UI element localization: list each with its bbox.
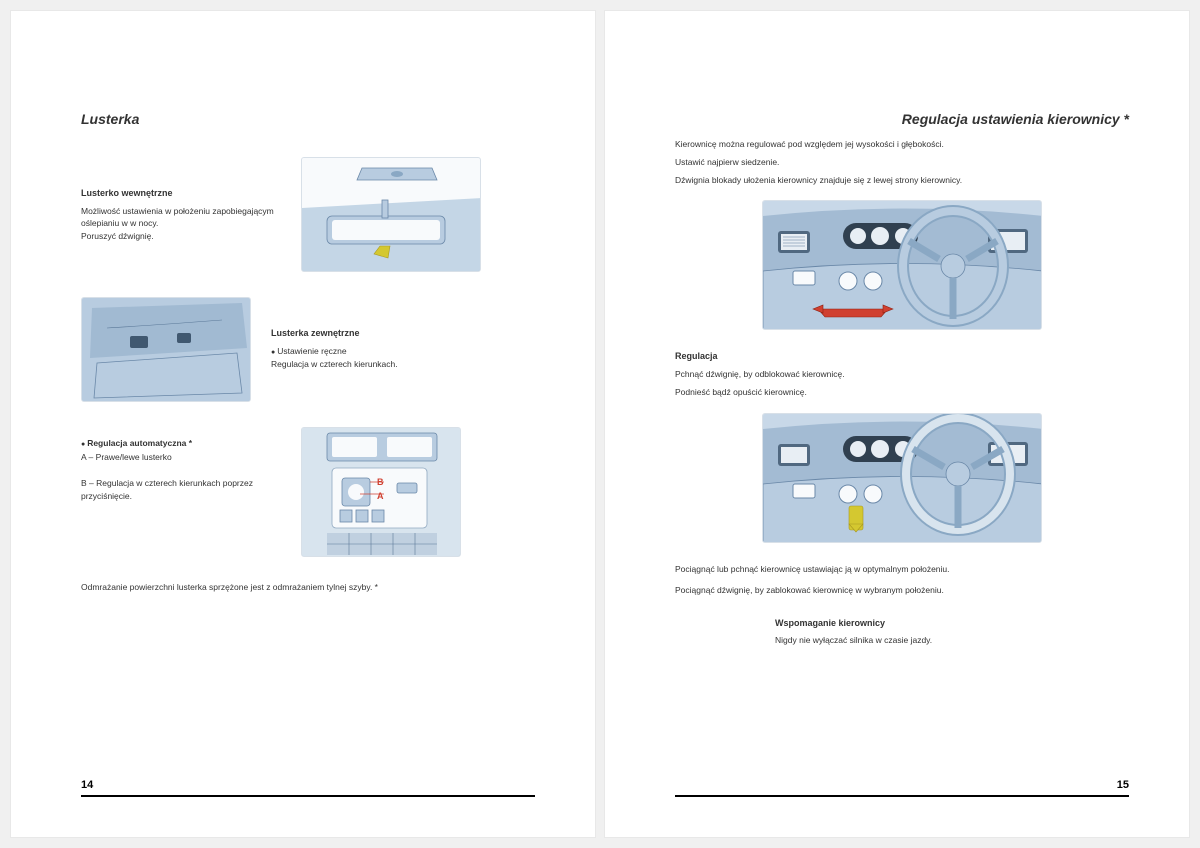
page-number-right: 15: [1117, 779, 1129, 791]
adjust-line2: Podnieść bądź opuścić kierownicę.: [675, 386, 1129, 399]
interior-mirror-line2: Poruszyć dźwignię.: [81, 230, 281, 243]
warning-heading: Wspomaganie kierownicy: [775, 617, 1129, 631]
page-title-right: Regulacja ustawienia kierownicy *: [675, 111, 1129, 127]
warning-block: Wspomaganie kierownicy Nigdy nie wyłącza…: [675, 617, 1129, 647]
intro-line-1: Kierownicę można regulować pod względem …: [675, 139, 1129, 149]
page-title-left: Lusterka: [81, 111, 535, 127]
illustration-door-panel: [81, 297, 251, 402]
illustration-dashboard-1: [762, 200, 1042, 330]
interior-mirror-line1: Możliwość ustawienia w położeniu zapobie…: [81, 205, 281, 231]
defrost-note: Odmrażanie powierzchni lusterka sprzężon…: [81, 582, 535, 592]
intro-line-3: Dźwignia blokady ułożenia kierownicy zna…: [675, 175, 1129, 185]
interior-mirror-text: Lusterko wewnętrzne Możliwość ustawienia…: [81, 157, 281, 243]
auto-adjust-heading: Regulacja automatyczna *: [81, 437, 281, 451]
interior-mirror-heading: Lusterko wewnętrzne: [81, 187, 281, 201]
footer-left: 14: [81, 779, 535, 797]
page-spread: Lusterka Lusterko wewnętrzne Możliwość u…: [10, 10, 1190, 838]
page-left: Lusterka Lusterko wewnętrzne Możliwość u…: [10, 10, 596, 838]
page-right: Regulacja ustawienia kierownicy * Kierow…: [604, 10, 1190, 838]
footer-rule-right: [675, 795, 1129, 797]
after-line2: Pociągnąć dźwignię, by zablokować kierow…: [675, 584, 1129, 597]
section-exterior-mirrors: Lusterka zewnętrzne Ustawienie ręczne Re…: [81, 297, 535, 402]
exterior-mirror-line: Regulacja w czterech kierunkach.: [271, 358, 398, 371]
exterior-mirror-heading: Lusterka zewnętrzne: [271, 327, 398, 341]
auto-adjust-a: A – Prawe/lewe lusterko: [81, 451, 281, 464]
adjust-line1: Pchnąć dźwignię, by odblokować kierownic…: [675, 368, 1129, 381]
illustration-control-panel: B A: [301, 427, 461, 557]
label-a: A: [377, 491, 384, 501]
illustration-interior-mirror: [301, 157, 481, 272]
exterior-mirror-bullet: Ustawienie ręczne: [271, 345, 398, 359]
panel-grid-icon: [327, 533, 437, 555]
section-interior-mirror: Lusterko wewnętrzne Możliwość ustawienia…: [81, 157, 535, 272]
auto-adjust-b: B – Regulacja w czterech kierunkach popr…: [81, 477, 281, 503]
auto-adjust-text: Regulacja automatyczna * A – Prawe/lewe …: [81, 427, 281, 503]
section-automatic-adjust: Regulacja automatyczna * A – Prawe/lewe …: [81, 427, 535, 557]
adjust-text-block: Regulacja Pchnąć dźwignię, by odblokować…: [675, 350, 1129, 399]
after-line1: Pociągnąć lub pchnąć kierownicę ustawiaj…: [675, 563, 1129, 576]
exterior-mirror-text: Lusterka zewnętrzne Ustawienie ręczne Re…: [271, 297, 398, 371]
footer-rule-left: [81, 795, 535, 797]
illustration-dashboard-2: [762, 413, 1042, 543]
page-number-left: 14: [81, 779, 93, 791]
warning-body: Nigdy nie wyłączać silnika w czasie jazd…: [775, 634, 1129, 647]
adjust-heading: Regulacja: [675, 350, 1129, 364]
footer-right: 15: [675, 779, 1129, 797]
intro-line-2: Ustawić najpierw siedzenie.: [675, 157, 1129, 167]
